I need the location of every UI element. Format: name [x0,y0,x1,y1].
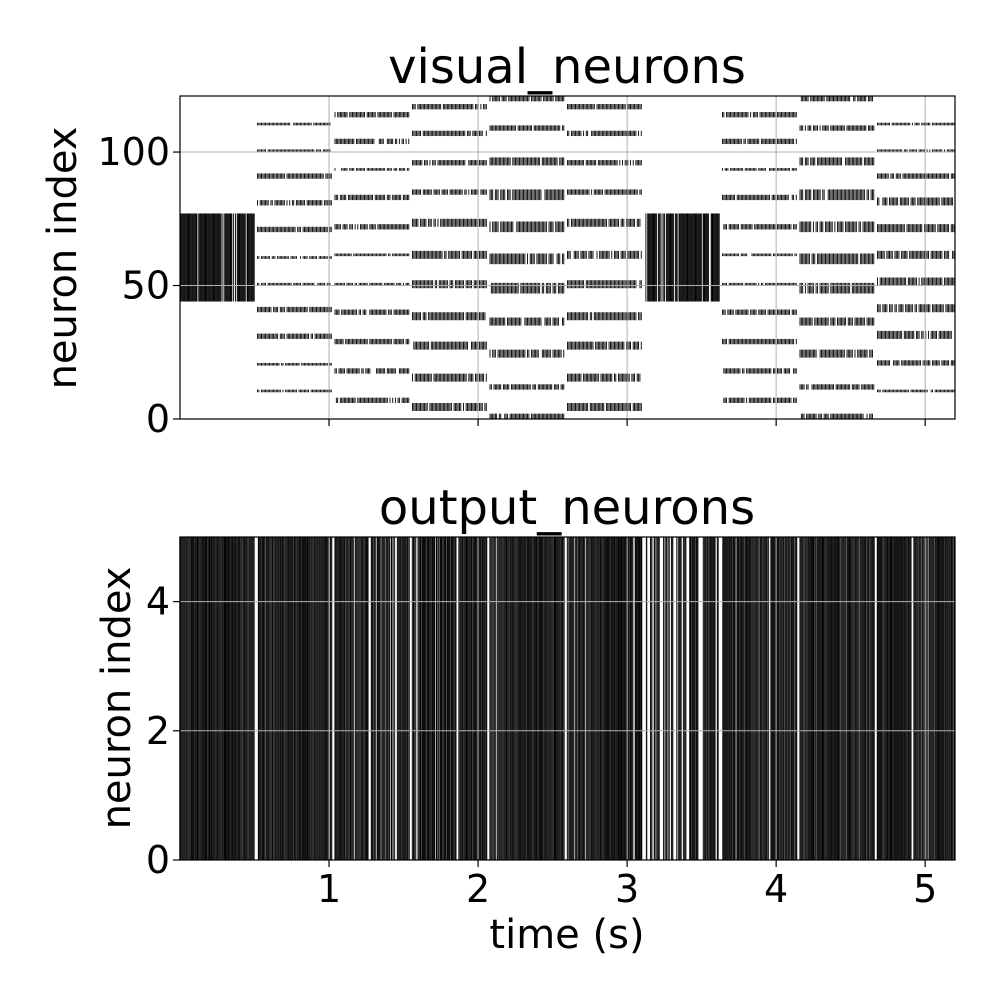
visual-neurons-spikes [179,96,955,419]
y-tick-label: 100 [97,130,170,174]
output-neurons-ylabel: neuron index [94,567,140,830]
spike-block [489,96,565,419]
spike-segment [411,537,488,860]
spike-block [645,213,720,302]
visual-neurons-ylabel: neuron index [40,127,86,390]
spike-segment [334,537,410,860]
spike-segment [179,537,255,860]
spike-block [179,213,255,302]
spike-block [257,122,332,393]
spike-block [334,112,410,403]
output-neurons-title: output_neurons [379,480,755,536]
spike-block [722,112,797,403]
spike-block [567,104,642,411]
visual-neurons-title: visual_neurons [388,39,746,95]
output-neurons-spikes [179,537,956,860]
visual-neurons-ticks: 0 50 100 [97,130,926,441]
visual-neurons-panel: visual_neurons neuron index 0 50 100 [40,39,956,441]
y-tick-label: 50 [122,264,170,308]
spike-segment [257,537,333,860]
spike-block [412,104,487,411]
spike-block [877,122,955,393]
visual-neurons-axes-frame [179,95,956,420]
output-neurons-xlabel: time (s) [489,912,644,958]
y-tick-label: 0 [146,397,170,441]
output-neurons-panel: output_neurons neuron index time (s) 024… [94,480,956,958]
spike-block [799,96,875,419]
